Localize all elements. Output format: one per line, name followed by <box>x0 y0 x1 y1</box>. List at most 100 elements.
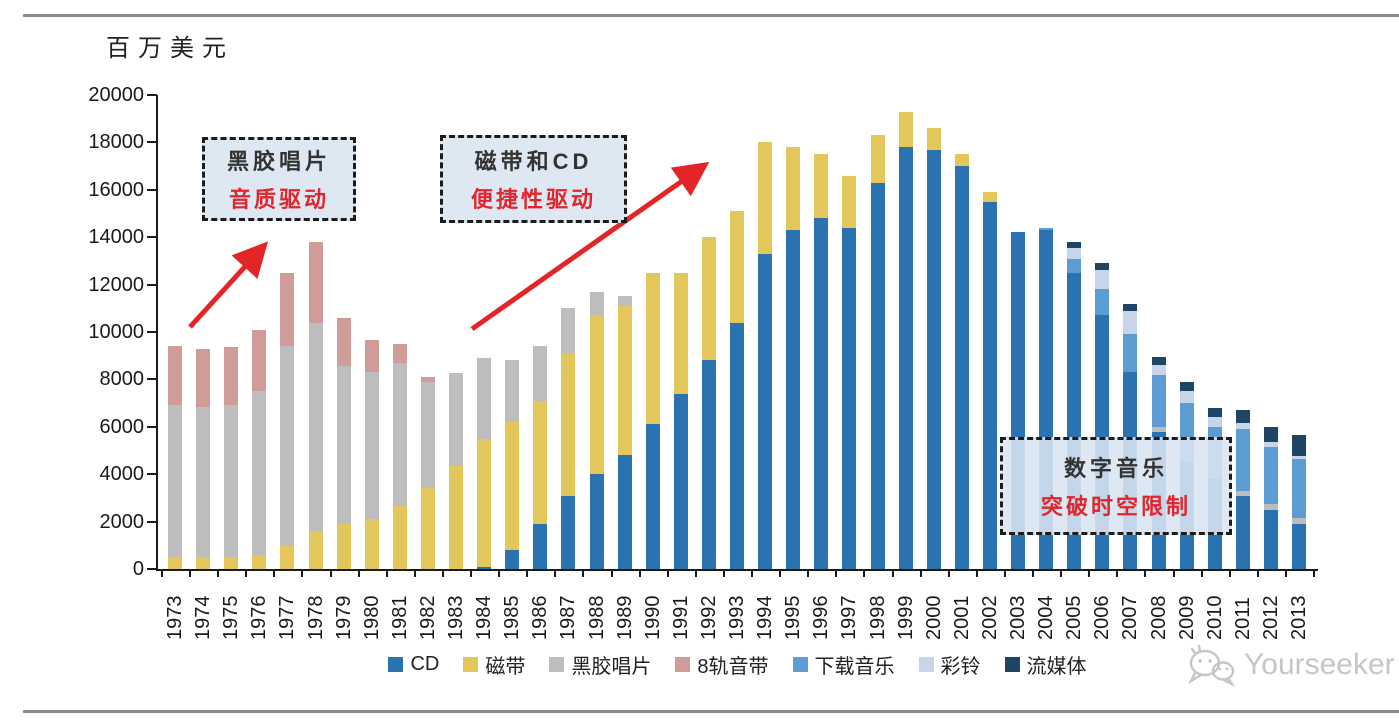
bar-segment-1991-磁带 <box>673 272 688 394</box>
bar-segment-2009-彩铃 <box>1179 391 1194 404</box>
y-tick-label-6000: 6000 <box>99 415 145 438</box>
callout-cassette-cd-era: 磁带和CD 便捷性驱动 <box>440 135 627 223</box>
x-axis-label-2012: 2012 <box>1259 595 1282 641</box>
bar-segment-2010-流媒体 <box>1207 407 1222 418</box>
bar-segment-1977-磁带 <box>280 546 295 569</box>
vinyl-trend-arrow-icon <box>188 241 269 329</box>
bar-segment-2005-下载音乐 <box>1067 258 1082 273</box>
x-tick <box>1313 571 1316 577</box>
bar-segment-2005-流媒体 <box>1067 241 1082 248</box>
bar-segment-1994-CD <box>758 253 773 569</box>
callout-digital-era: 数字音乐 突破时空限制 <box>1000 437 1232 535</box>
legend-label-8轨音带: 8轨音带 <box>697 656 769 678</box>
bar-segment-1976-黑胶唱片 <box>252 391 267 555</box>
bar-segment-1981-8轨音带 <box>392 343 407 363</box>
x-axis-label-1985: 1985 <box>501 595 524 641</box>
bar-segment-1973-黑胶唱片 <box>168 405 182 558</box>
x-tick <box>413 571 416 577</box>
bar-segment-2013-流媒体 <box>1292 435 1306 457</box>
bar-segment-2001-磁带 <box>954 154 969 167</box>
bar-segment-1979-8轨音带 <box>336 317 351 367</box>
bar-segment-1988-CD <box>589 474 604 569</box>
bar-segment-1992-磁带 <box>701 237 716 361</box>
bar-segment-1987-磁带 <box>561 353 576 496</box>
legend-label-黑胶唱片: 黑胶唱片 <box>571 656 652 678</box>
x-tick <box>385 571 388 577</box>
bar-segment-2012-CD <box>1263 509 1278 569</box>
y-tick-label-0: 0 <box>132 558 144 580</box>
x-axis-label-2010: 2010 <box>1203 595 1226 641</box>
x-axis-label-1992: 1992 <box>697 595 720 641</box>
y-tick <box>147 473 157 476</box>
bar-segment-2006-下载音乐 <box>1095 289 1110 316</box>
bar-segment-1985-黑胶唱片 <box>505 360 520 423</box>
x-axis-label-1986: 1986 <box>529 595 552 641</box>
bar-segment-2000-磁带 <box>926 128 941 150</box>
bar-segment-1980-磁带 <box>364 519 379 569</box>
x-axis-label-2001: 2001 <box>950 595 973 641</box>
bar-segment-1987-黑胶唱片 <box>561 308 576 354</box>
top-divider <box>23 14 1399 17</box>
x-axis-label-1990: 1990 <box>641 595 664 641</box>
x-tick <box>751 571 754 577</box>
bar-segment-2001-CD <box>954 166 969 569</box>
x-axis-label-1978: 1978 <box>304 595 327 641</box>
bar-segment-2000-CD <box>926 149 941 569</box>
y-tick <box>147 188 157 191</box>
bar-segment-1996-CD <box>814 218 829 569</box>
watermark-text: Yourseeker <box>1244 648 1395 681</box>
legend-label-彩铃: 彩铃 <box>940 656 981 678</box>
x-axis-label-1993: 1993 <box>726 595 748 641</box>
y-tick-label-18000: 18000 <box>88 131 144 154</box>
x-tick <box>160 571 163 577</box>
legend-item-下载音乐: 下载音乐 <box>792 650 895 679</box>
bar-segment-1982-8轨音带 <box>420 377 435 382</box>
x-axis-label-2011: 2011 <box>1231 596 1254 640</box>
bar-segment-2007-下载音乐 <box>1123 334 1138 373</box>
bar-segment-1975-磁带 <box>224 557 239 569</box>
x-tick <box>217 571 220 577</box>
x-tick <box>582 571 585 577</box>
bar-segment-2013-黑胶唱片 <box>1292 518 1306 524</box>
bar-segment-2005-彩铃 <box>1067 247 1082 259</box>
bar-segment-2008-彩铃 <box>1151 365 1166 375</box>
x-tick <box>301 571 304 577</box>
x-tick <box>666 571 669 577</box>
bar-segment-1999-CD <box>898 147 913 569</box>
bar-segment-1993-磁带 <box>730 211 744 323</box>
bar-segment-1986-CD <box>533 523 548 569</box>
callout-vinyl-subtitle: 音质驱动 <box>228 187 329 212</box>
x-axis-label-2002: 2002 <box>978 595 1001 641</box>
x-axis-label-1997: 1997 <box>838 595 861 641</box>
y-tick-label-8000: 8000 <box>99 368 145 391</box>
bar-segment-1988-磁带 <box>589 315 604 475</box>
bar-segment-1982-黑胶唱片 <box>420 381 435 489</box>
legend-swatch-磁带 <box>463 657 479 672</box>
bar-segment-1990-CD <box>645 424 660 569</box>
bar-segment-1974-黑胶唱片 <box>196 406 211 558</box>
x-tick <box>919 571 922 577</box>
x-axis-label-2007: 2007 <box>1119 595 1142 641</box>
x-tick <box>470 571 473 577</box>
x-tick <box>807 571 810 577</box>
x-axis-label-2008: 2008 <box>1147 595 1170 641</box>
y-tick <box>147 236 157 239</box>
bar-segment-1988-黑胶唱片 <box>589 291 604 316</box>
bar-segment-1973-磁带 <box>168 557 182 569</box>
x-tick <box>1003 571 1006 577</box>
x-tick <box>1116 571 1119 577</box>
bottom-divider <box>23 710 1399 713</box>
x-axis-label-1995: 1995 <box>782 595 805 641</box>
y-tick-label-4000: 4000 <box>99 463 145 486</box>
bar-segment-2011-CD <box>1235 495 1250 569</box>
bar-segment-1996-磁带 <box>814 154 829 219</box>
bar-segment-2002-CD <box>982 201 997 569</box>
bar-segment-2012-流媒体 <box>1263 426 1278 443</box>
x-tick <box>1284 571 1287 577</box>
bar-segment-2011-下载音乐 <box>1235 429 1250 491</box>
x-tick <box>357 571 360 577</box>
bar-segment-1990-磁带 <box>645 272 660 425</box>
x-axis-label-1974: 1974 <box>192 595 215 641</box>
callout-cd-subtitle: 便捷性驱动 <box>470 187 596 212</box>
bar-segment-2013-彩铃 <box>1292 456 1306 459</box>
